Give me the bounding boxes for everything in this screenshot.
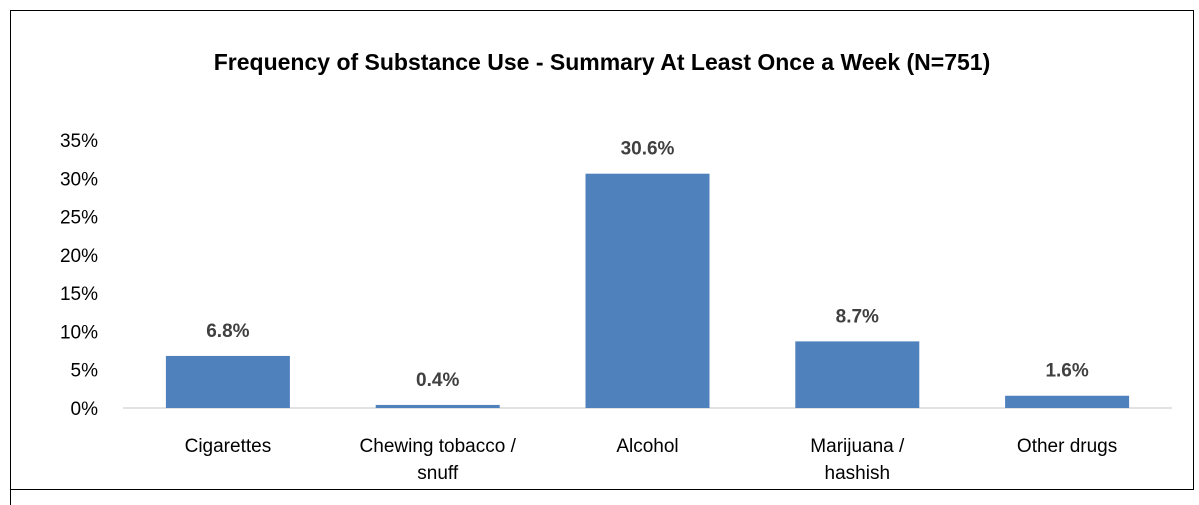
data-label: 30.6%	[621, 139, 675, 160]
y-tick-label: 35%	[60, 131, 98, 152]
y-tick-label: 25%	[60, 208, 98, 229]
bar-other-drugs	[1005, 395, 1130, 408]
x-category-label: Chewing tobacco / snuff	[360, 436, 517, 484]
chart-title: Frequency of Substance Use - Summary At …	[213, 49, 991, 75]
y-tick-label: 0%	[71, 399, 99, 420]
data-label: 6.8%	[206, 321, 249, 342]
data-label: 8.7%	[836, 306, 879, 327]
y-tick-label: 15%	[60, 284, 98, 305]
x-category-label: Marijuana / hashish	[810, 436, 905, 484]
x-category-label: Other drugs	[1017, 436, 1117, 457]
data-label: 1.6%	[1045, 361, 1088, 382]
bar-chewing-tobacco-snuff	[375, 404, 500, 408]
y-tick-label: 5%	[71, 361, 99, 382]
x-category-label: Alcohol	[616, 436, 678, 457]
bar-alcohol	[585, 173, 710, 408]
bar-marijuana-hashish	[795, 341, 920, 408]
y-tick-label: 20%	[60, 246, 98, 267]
y-tick-label: 30%	[60, 169, 98, 190]
data-label: 0.4%	[416, 370, 459, 391]
bar-cigarettes	[165, 355, 290, 408]
frame-edge	[10, 490, 11, 505]
y-tick-label: 10%	[60, 322, 98, 343]
x-category-label: Cigarettes	[185, 436, 272, 457]
